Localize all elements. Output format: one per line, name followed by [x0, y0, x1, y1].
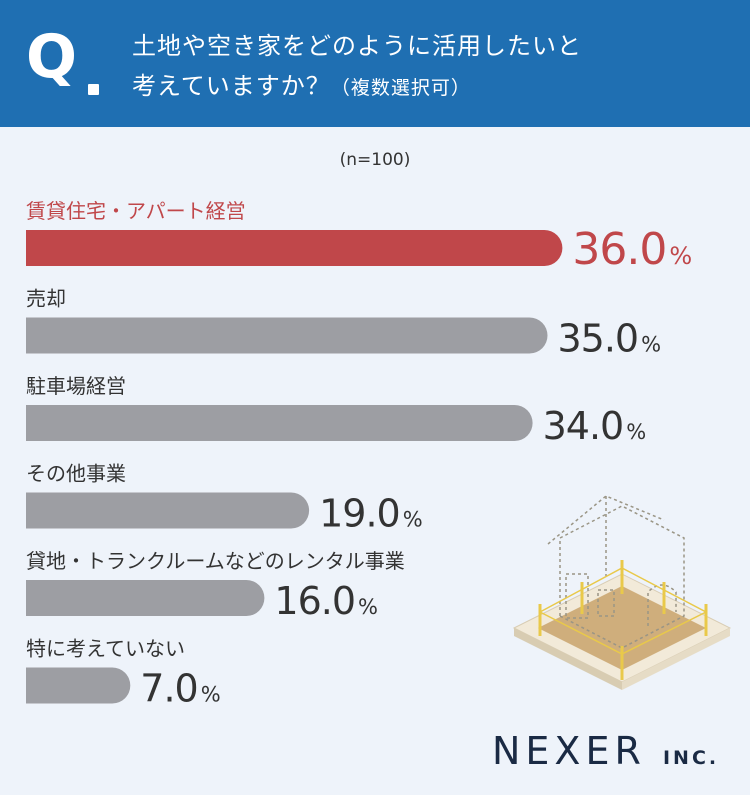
question-line-2: 考えていますか？: [132, 72, 331, 100]
value-label: 35.0%: [558, 317, 662, 361]
bar: [26, 230, 563, 266]
category-label: その他事業: [26, 462, 126, 486]
category-label: 貸地・トランクルームなどのレンタル事業: [26, 549, 405, 573]
category-label: 特に考えていない: [26, 637, 185, 661]
q-dot: [88, 84, 99, 95]
question-text: 土地や空き家をどのように活用したいと 考えていますか？（複数選択可）: [132, 26, 732, 108]
q-mark: Q: [26, 22, 77, 92]
bar-left-edge: [26, 492, 62, 529]
category-label: 売却: [26, 287, 66, 311]
bar-left-edge: [26, 405, 62, 441]
bar: [26, 492, 310, 529]
value-label: 34.0%: [543, 404, 647, 448]
question-header: Q 土地や空き家をどのように活用したいと 考えていますか？（複数選択可）: [0, 0, 750, 127]
bar: [26, 317, 548, 354]
value-label: 7.0%: [140, 667, 220, 711]
bar-left-edge: [26, 667, 62, 704]
value-label: 16.0%: [274, 579, 378, 623]
category-label: 駐車場経営: [26, 374, 126, 398]
value-label: 19.0%: [319, 492, 423, 536]
question-note: （複数選択可）: [330, 77, 471, 99]
bar: [26, 405, 533, 441]
house-illustration: [512, 495, 732, 690]
nexer-logo: NEXER INC.: [492, 729, 720, 773]
bar: [26, 580, 265, 616]
sample-size-label: (n=100): [339, 150, 411, 170]
bar-left-edge: [26, 580, 62, 616]
bar-left-edge: [26, 230, 62, 266]
bars-group: 賃貸住宅・アパート経営 36.0 % 売却 35.0 % 駐車場経営 34.0 % その他事業 19…: [26, 199, 692, 711]
category-label: 賃貸住宅・アパート経営: [26, 199, 246, 223]
bar-left-edge: [26, 317, 62, 354]
question-line-1: 土地や空き家をどのように活用したいと: [132, 32, 582, 60]
value-label: 36.0%: [572, 224, 692, 275]
